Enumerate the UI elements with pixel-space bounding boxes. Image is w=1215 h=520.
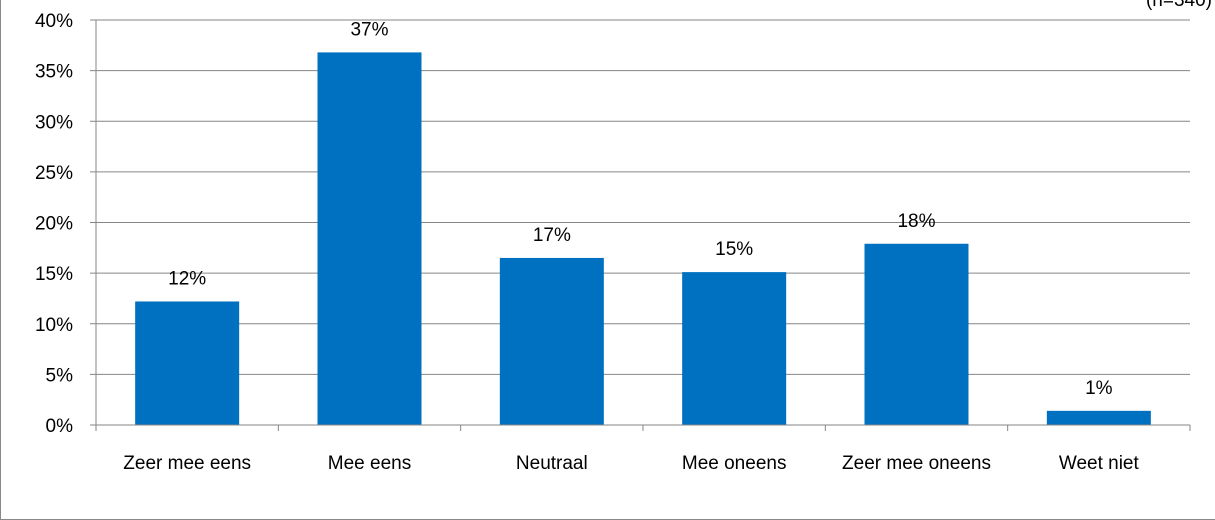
y-tick-label: 30%	[35, 112, 73, 133]
category-label: Mee oneens	[682, 453, 787, 474]
category-label: Weet niet	[1059, 453, 1140, 474]
data-label: 18%	[897, 211, 935, 232]
y-tick-label: 0%	[46, 416, 74, 437]
y-tick-label: 35%	[35, 62, 73, 83]
data-label: 17%	[533, 225, 571, 246]
bar	[499, 257, 604, 425]
data-labels: 12% 37% 17% 15% 18% 1%	[168, 19, 1113, 398]
data-label: 15%	[715, 239, 753, 260]
bars	[135, 52, 1151, 426]
data-label: 37%	[350, 19, 388, 40]
y-tick-label: 15%	[35, 264, 73, 285]
y-tick-label: 10%	[35, 315, 73, 336]
gridlines	[96, 19, 1190, 375]
bar	[317, 52, 422, 426]
bar	[864, 243, 969, 425]
category-label: Zeer mee oneens	[842, 453, 991, 474]
data-label: 12%	[168, 268, 206, 289]
category-label: Neutraal	[516, 453, 588, 474]
bar	[682, 272, 787, 425]
y-tick-label: 25%	[35, 163, 73, 184]
category-label: Zeer mee eens	[123, 453, 251, 474]
category-label: Mee eens	[328, 453, 411, 474]
sample-size-note: (n=340)	[1146, 0, 1212, 11]
y-tick-label: 20%	[35, 214, 73, 235]
bar	[1046, 410, 1151, 425]
axes: 0% 5% 10% 15% 20% 25% 30% 35% 40% Zeer mee eens Me…	[35, 11, 1191, 474]
y-tick-label: 40%	[35, 11, 73, 32]
bar	[135, 301, 240, 425]
y-tick-label: 5%	[46, 365, 74, 386]
data-label: 1%	[1085, 378, 1113, 399]
